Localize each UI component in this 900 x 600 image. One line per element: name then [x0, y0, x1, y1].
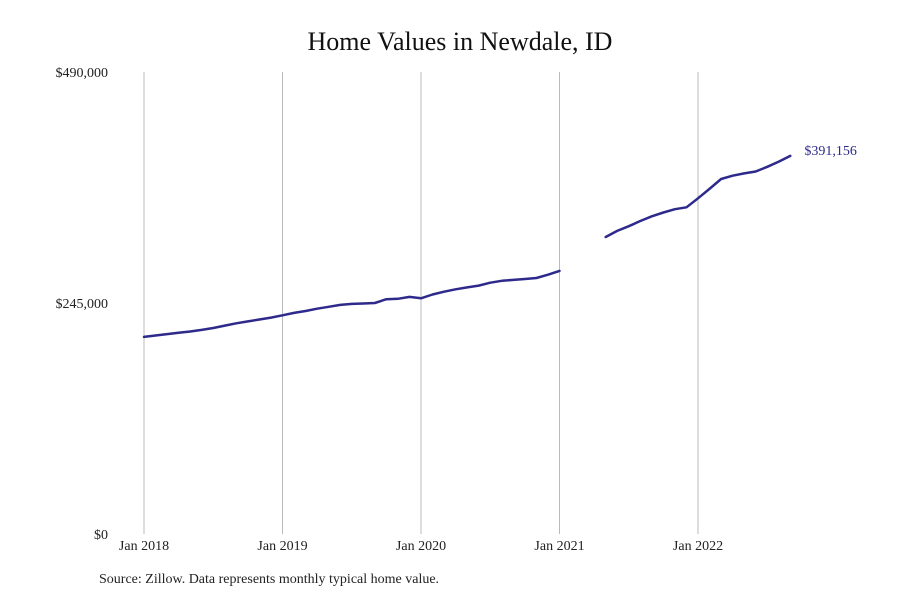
y-axis: $0 $245,000 $490,000 [56, 66, 109, 543]
y-tick-label: $0 [94, 528, 108, 543]
x-tick-label: Jan 2019 [257, 539, 307, 554]
x-tick-label: Jan 2020 [396, 539, 446, 554]
x-tick-label: Jan 2022 [673, 539, 723, 554]
annotation-layer: $391,156 [804, 144, 857, 159]
series-line-segment [604, 154, 792, 239]
end-value-label: $391,156 [804, 144, 857, 159]
x-tick-label: Jan 2018 [119, 539, 169, 554]
y-tick-label: $490,000 [56, 66, 109, 81]
series-layer [142, 154, 792, 339]
chart-source-note: Source: Zillow. Data represents monthly … [99, 572, 440, 587]
x-tick-label: Jan 2021 [534, 539, 584, 554]
grid-layer [143, 72, 699, 534]
y-tick-label: $245,000 [56, 297, 109, 312]
series-line-segment [142, 269, 561, 339]
chart-title: Home Values in Newdale, ID [307, 27, 613, 56]
x-axis: Jan 2018 Jan 2019 Jan 2020 Jan 2021 Jan 2022 [119, 539, 723, 554]
